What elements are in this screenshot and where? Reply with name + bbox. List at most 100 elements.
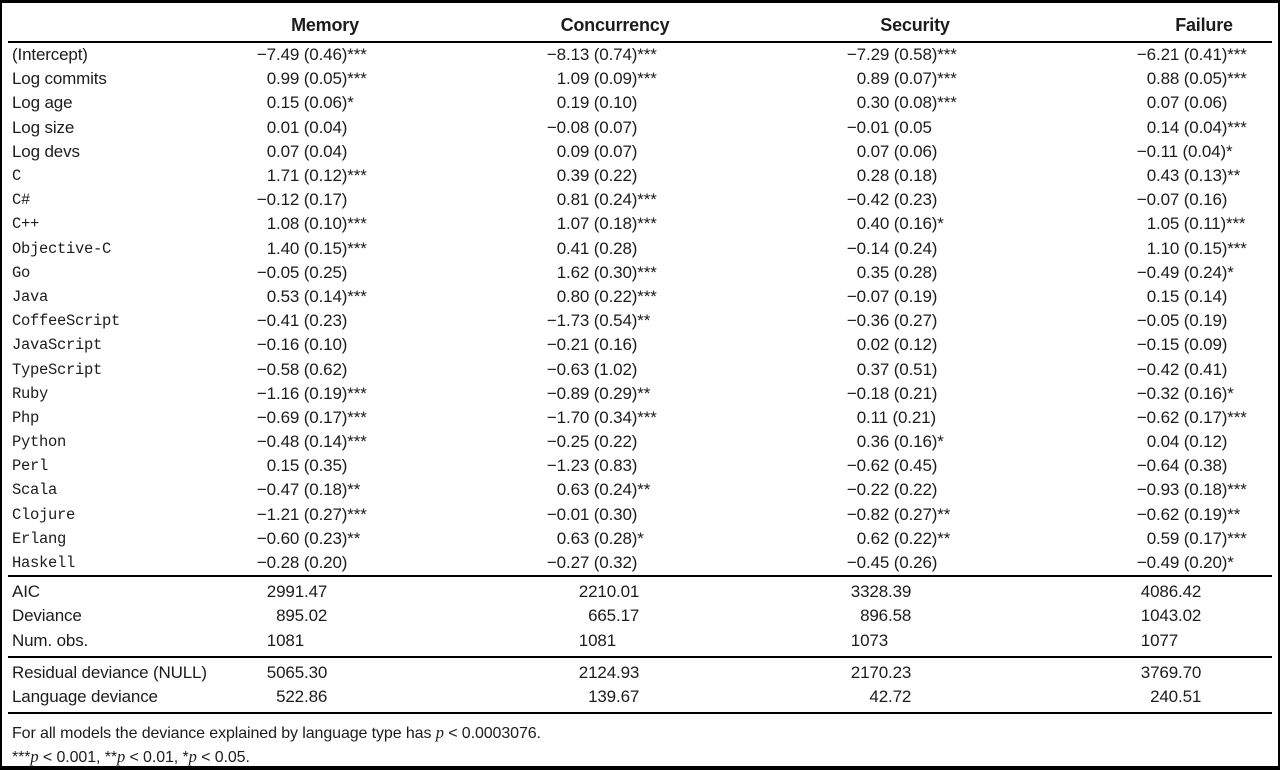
value-integer-part: 1081 (578, 630, 616, 650)
coefficient-row: Python −0.48 (0.14)*** −0.25 (0.22) 0.36 (0… (2, 430, 1278, 454)
model-fit-cell: 4086.42 (1130, 582, 1278, 602)
deviance-cell: 5065.30 (250, 663, 540, 683)
value-fraction-part: .58 (0.62) (276, 359, 348, 379)
value-integer-part: 1 (266, 214, 276, 234)
value-fraction-part: .29 (0.58)*** (866, 45, 957, 65)
coefficient-cell: 1.71 (0.12)*** (250, 166, 540, 186)
value-integer-part: 240 (1150, 686, 1178, 706)
row-label: AIC (12, 582, 40, 602)
coefficient-cell: −0.07 (0.16) (1130, 190, 1278, 210)
coefficient-cell: −0.60 (0.23)** (250, 529, 540, 549)
value-fraction-part: .07 (0.06) (1156, 93, 1228, 113)
value-fraction-part: .63 (0.24)** (566, 480, 651, 500)
value-integer-part: −0 (256, 480, 276, 500)
row-label: Deviance (12, 606, 82, 626)
value-integer-part: −0 (1136, 407, 1156, 427)
value-integer-part: −0 (256, 407, 276, 427)
value-integer-part: 1 (1146, 238, 1156, 258)
column-header-concurrency: Concurrency (560, 15, 670, 35)
value-integer-part: 0 (856, 359, 866, 379)
value-integer-part: 896 (860, 606, 888, 626)
value-integer-part: −1 (546, 407, 566, 427)
value-fraction-part: .58 (888, 606, 912, 626)
value-fraction-part: .08 (0.10)*** (276, 214, 367, 234)
value-integer-part: −1 (256, 383, 276, 403)
coefficient-row: Go −0.05 (0.25) 1.62 (0.30)*** 0.35 (0.28) −… (2, 261, 1278, 285)
value-fraction-part: .82 (0.27)** (866, 504, 951, 524)
coefficient-row: Ruby −1.16 (0.19)*** −0.89 (0.29)** −0.18 (… (2, 382, 1278, 406)
coefficient-row: JavaScript −0.16 (0.10) −0.21 (0.16) 0.02 (… (2, 333, 1278, 357)
value-integer-part: 1 (556, 262, 566, 282)
value-integer-part: 0 (856, 528, 866, 548)
coefficient-cell: 0.88 (0.05)*** (1130, 69, 1278, 89)
coefficient-cell: −0.45 (0.26) (840, 553, 1130, 573)
value-fraction-part: .49 (0.24)* (1156, 262, 1234, 282)
value-fraction-part: .63 (1.02) (566, 359, 638, 379)
value-fraction-part: .93 (0.18)*** (1156, 480, 1247, 500)
model-fit-cell: 895.02 (250, 606, 540, 626)
value-integer-part: 0 (556, 480, 566, 500)
value-fraction-part: .30 (0.08)*** (866, 93, 957, 113)
coefficient-cell: −0.05 (0.25) (250, 263, 540, 283)
coefficient-cell: −0.41 (0.23) (250, 311, 540, 331)
coefficient-cell: 1.07 (0.18)*** (540, 214, 840, 234)
value-fraction-part: .80 (0.22)*** (566, 286, 657, 306)
value-fraction-part: .41 (0.23) (276, 311, 348, 331)
coefficient-row: Log size 0.01 (0.04) −0.08 (0.07) −0.01 (0.… (2, 116, 1278, 140)
footnote-deviance-pvalue: For all models the deviance explained by… (12, 722, 1278, 746)
value-fraction-part: .15 (0.06)* (276, 93, 354, 113)
value-integer-part: 0 (856, 432, 866, 452)
value-integer-part: 42 (869, 686, 888, 706)
row-label: Ruby (12, 384, 49, 403)
value-fraction-part: .05 (0.25) (276, 262, 348, 282)
coefficient-row: Clojure −1.21 (0.27)*** −0.01 (0.30) −0.82 … (2, 503, 1278, 527)
value-integer-part: −0 (1136, 504, 1156, 524)
deviance-cell: 139.67 (540, 687, 840, 707)
value-integer-part: 0 (856, 141, 866, 161)
value-fraction-part: .23 (888, 662, 912, 682)
model-fit-cell: 896.58 (840, 606, 1130, 626)
value-integer-part: −0 (546, 359, 566, 379)
footnote-text: *** (12, 748, 31, 766)
value-integer-part: 0 (856, 262, 866, 282)
value-integer-part: −0 (846, 117, 866, 137)
coefficient-cell: −0.69 (0.17)*** (250, 408, 540, 428)
model-fit-cell: 1081 (250, 631, 540, 651)
value-integer-part: 0 (856, 166, 866, 186)
coefficient-cell: 0.15 (0.14) (1130, 287, 1278, 307)
coefficient-cell: −0.16 (0.10) (250, 335, 540, 355)
value-fraction-part: .72 (888, 686, 912, 706)
row-label: Log size (12, 117, 75, 137)
row-label: Php (12, 408, 40, 427)
value-fraction-part: .21 (0.27)*** (276, 504, 367, 524)
value-fraction-part: .86 (304, 686, 328, 706)
coefficient-cell: 0.07 (0.04) (250, 142, 540, 162)
value-fraction-part: .39 (888, 582, 912, 602)
footnote-p-symbol: p (435, 723, 444, 743)
footnote-p-symbol: p (188, 746, 197, 766)
coefficient-cell: 0.36 (0.16)* (840, 432, 1130, 452)
row-label: Num. obs. (12, 630, 89, 650)
row-label: JavaScript (12, 336, 103, 355)
value-integer-part: −0 (1136, 141, 1156, 161)
value-fraction-part: .37 (0.51) (866, 359, 938, 379)
model-fit-row: Num. obs. 1081 1081 1073 1077 (2, 629, 1278, 653)
value-integer-part: 0 (856, 93, 866, 113)
coefficient-cell: 0.63 (0.24)** (540, 480, 840, 500)
coefficient-cell: 0.59 (0.17)*** (1130, 529, 1278, 549)
coefficient-cell: −0.47 (0.18)** (250, 480, 540, 500)
value-integer-part: 139 (588, 686, 616, 706)
model-fit-row: Deviance 895.02 665.17 896.58 1043.02 (2, 604, 1278, 628)
coefficient-cell: −0.42 (0.23) (840, 190, 1130, 210)
value-integer-part: 1 (556, 69, 566, 89)
value-fraction-part: .45 (0.26) (866, 553, 938, 573)
row-label: (Intercept) (12, 45, 88, 65)
value-fraction-part: .04 (0.12) (1156, 432, 1228, 452)
coefficient-cell: −0.22 (0.22) (840, 480, 1130, 500)
row-label: C++ (12, 215, 40, 234)
value-integer-part: 1 (1146, 214, 1156, 234)
coefficient-cell: 1.10 (0.15)*** (1130, 239, 1278, 259)
coefficient-cell: 1.08 (0.10)*** (250, 214, 540, 234)
value-fraction-part: .69 (0.17)*** (276, 407, 367, 427)
